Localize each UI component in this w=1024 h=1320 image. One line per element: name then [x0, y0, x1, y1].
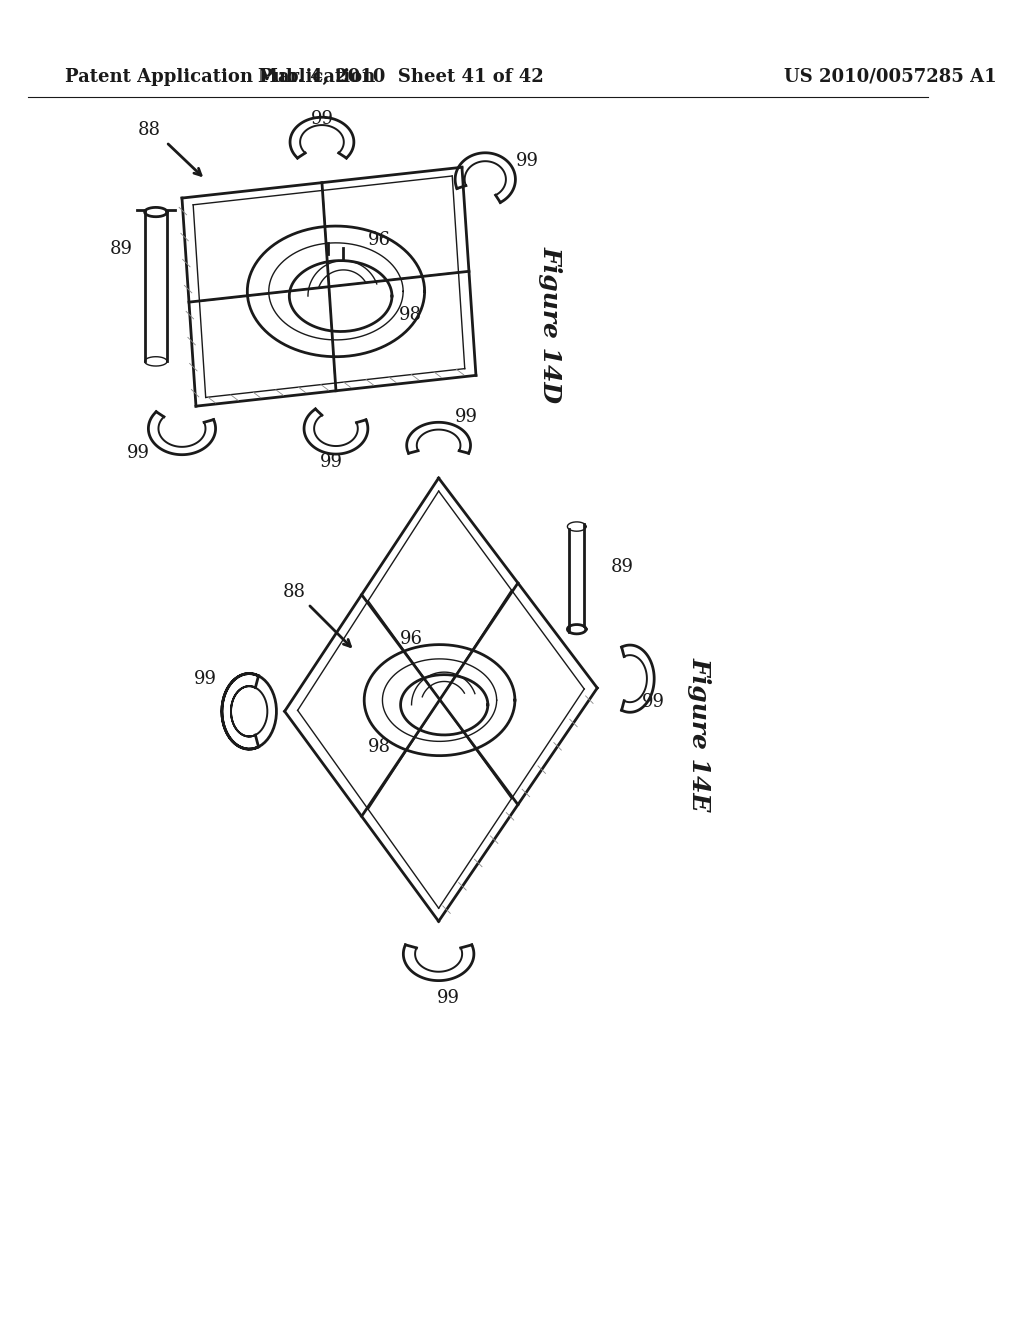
Text: Figure 14D: Figure 14D [539, 246, 562, 403]
Text: 99: 99 [516, 152, 539, 170]
Text: 88: 88 [138, 121, 161, 139]
Text: 96: 96 [400, 631, 423, 648]
Text: Figure 14E: Figure 14E [688, 657, 712, 812]
Text: Mar. 4, 2010  Sheet 41 of 42: Mar. 4, 2010 Sheet 41 of 42 [258, 67, 544, 86]
Text: Patent Application Publication: Patent Application Publication [66, 67, 376, 86]
Text: 99: 99 [319, 453, 343, 471]
Text: 98: 98 [399, 306, 422, 323]
Text: 98: 98 [368, 738, 390, 756]
Text: 89: 89 [110, 240, 133, 259]
Text: 99: 99 [436, 989, 460, 1007]
Text: 99: 99 [455, 408, 478, 426]
Text: US 2010/0057285 A1: US 2010/0057285 A1 [784, 67, 996, 86]
Text: 99: 99 [310, 110, 334, 128]
Text: 89: 89 [611, 557, 634, 576]
Text: 99: 99 [127, 444, 150, 462]
Text: 99: 99 [194, 669, 217, 688]
Text: 96: 96 [369, 231, 391, 249]
Text: 99: 99 [642, 693, 665, 711]
Text: 88: 88 [283, 583, 305, 601]
